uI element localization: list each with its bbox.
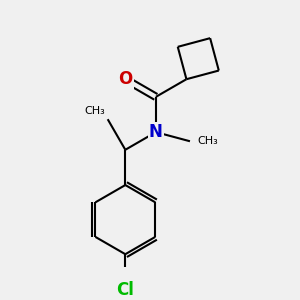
Text: CH₃: CH₃ <box>84 106 105 116</box>
Text: O: O <box>118 70 133 88</box>
Text: N: N <box>149 123 163 141</box>
Text: Cl: Cl <box>116 281 134 299</box>
Text: CH₃: CH₃ <box>197 136 218 146</box>
